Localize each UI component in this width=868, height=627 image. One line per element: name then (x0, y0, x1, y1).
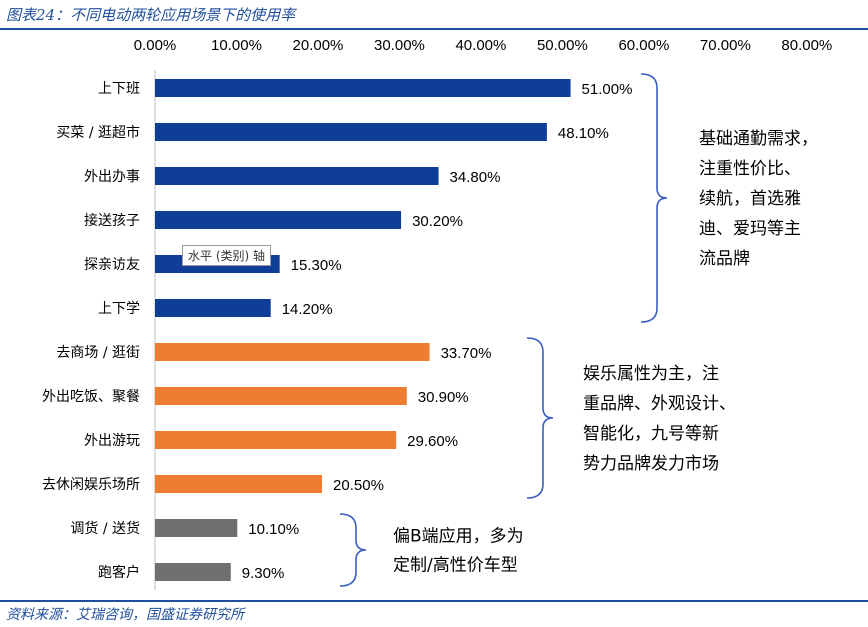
annotation-line: 基础通勤需求， (699, 129, 818, 149)
bar (155, 299, 271, 317)
data-label: 10.10% (248, 521, 299, 538)
x-axis: 0.00% 10.00% 20.00% 30.00% 40.00% 50.00% 60.00… (134, 37, 833, 54)
data-label: 33.70% (441, 345, 492, 362)
x-tick-label: 20.00% (293, 37, 344, 54)
category-label: 接送孩子 (84, 212, 140, 229)
data-label: 15.30% (291, 257, 342, 274)
x-tick-label: 30.00% (374, 37, 425, 54)
x-tick-label: 0.00% (134, 37, 177, 54)
source-rule (0, 600, 868, 602)
bar (155, 79, 571, 97)
bar (155, 475, 323, 493)
x-tick-label: 50.00% (537, 37, 588, 54)
x-tick-label: 70.00% (700, 37, 751, 54)
category-label: 调货 / 送货 (70, 520, 140, 537)
category-label: 去商场 / 逛街 (56, 345, 140, 361)
group-bracket (526, 337, 554, 499)
category-label: 买菜 / 逛超市 (56, 124, 140, 141)
bar (155, 563, 231, 581)
group-brackets (339, 73, 668, 587)
category-label: 外出吃饭、聚餐 (42, 389, 140, 405)
bar-chart: 0.00% 10.00% 20.00% 30.00% 40.00% 50.00% 60.00… (42, 37, 833, 590)
category-label: 外出办事 (84, 169, 140, 185)
data-label: 30.20% (412, 213, 463, 230)
bar (155, 211, 402, 229)
data-label: 51.00% (582, 81, 633, 98)
data-labels: 51.00% 48.10% 34.80% 30.20% 15.30% 14.20% 33.7… (242, 81, 633, 582)
category-label: 跑客户 (98, 564, 140, 581)
annotation-line: 流品牌 (699, 249, 750, 269)
bar-series (155, 79, 571, 581)
axis-tooltip: 水平 (类别) 轴 (182, 245, 271, 266)
bar (155, 387, 407, 405)
data-label: 48.10% (558, 125, 609, 142)
data-label: 9.30% (242, 565, 285, 582)
group-bracket (339, 513, 367, 587)
chart-title: 图表24：不同电动两轮应用场景下的使用率 (6, 6, 296, 24)
data-label: 34.80% (450, 169, 501, 186)
annotation-line: 定制/高性价车型 (393, 556, 518, 576)
source-note: 资料来源：艾瑞咨询，国盛证券研究所 (6, 607, 244, 623)
annotation-line: 智能化，九号等新 (583, 424, 719, 444)
annotation-line: 迪、爱玛等主 (699, 219, 801, 239)
annotation-line: 偏B端应用，多为 (393, 527, 524, 547)
bar (155, 343, 430, 361)
annotation-line: 注重性价比、 (699, 159, 801, 179)
annotation-line: 重品牌、外观设计、 (583, 394, 736, 414)
title-rule (0, 28, 868, 30)
annotation-line: 娱乐属性为主，注 (583, 364, 719, 384)
data-label: 30.90% (418, 389, 469, 406)
category-label: 上下学 (98, 301, 140, 317)
category-label: 上下班 (98, 81, 140, 97)
data-label: 14.20% (282, 301, 333, 318)
x-tick-label: 10.00% (211, 37, 262, 54)
bar (155, 519, 238, 537)
group-annotations: 基础通勤需求， 注重性价比、续航，首选雅迪、爱玛等主流品牌娱乐属性为主，注重品牌、… (393, 129, 818, 576)
annotation-line: 势力品牌发力市场 (583, 454, 719, 474)
category-label: 去休闲娱乐场所 (42, 477, 140, 493)
x-tick-label: 80.00% (781, 37, 832, 54)
group-bracket (640, 73, 668, 323)
category-label: 外出游玩 (84, 433, 140, 449)
x-tick-label: 60.00% (618, 37, 669, 54)
bar (155, 431, 397, 449)
data-label: 29.60% (407, 433, 458, 450)
annotation-line: 续航，首选雅 (699, 189, 801, 209)
bar (155, 167, 439, 185)
x-tick-label: 40.00% (455, 37, 506, 54)
category-label: 探亲访友 (84, 257, 140, 273)
bar (155, 123, 547, 141)
data-label: 20.50% (333, 477, 384, 494)
